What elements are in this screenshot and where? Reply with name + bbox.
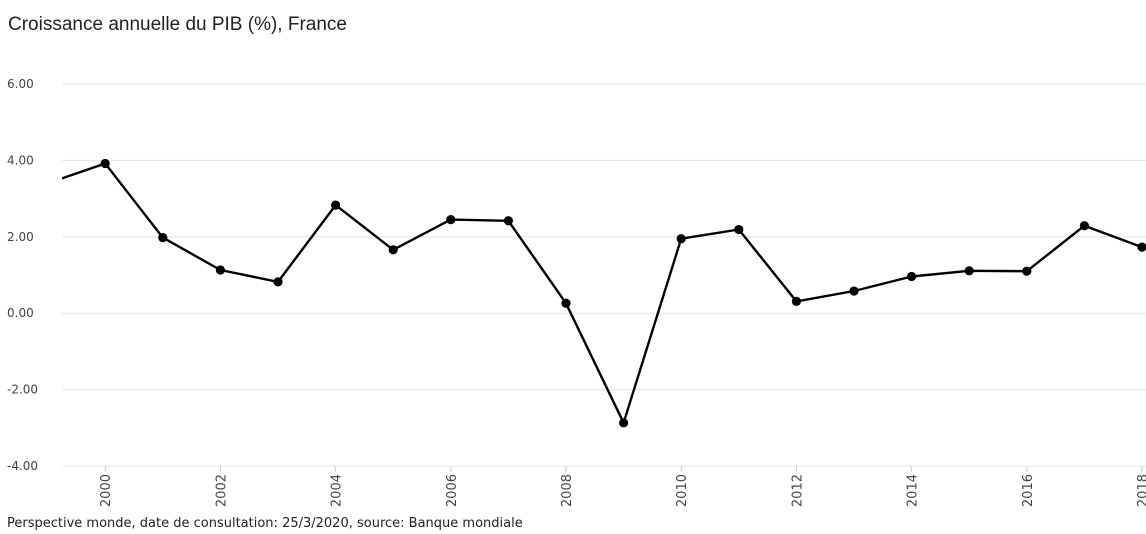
- y-tick-label: 6.00: [7, 77, 34, 91]
- x-tick-label: 2016: [1021, 474, 1036, 507]
- x-tick-label: 2004: [330, 474, 345, 507]
- x-axis-tick-labels: 2000 2002 2004 2006 2008 2010 2012 2014 2016 2018: [99, 466, 1146, 507]
- data-point-2011[interactable]: [734, 224, 744, 235]
- gridlines: [62, 83, 1146, 467]
- data-point-2006[interactable]: [446, 215, 456, 225]
- series-layer: [62, 158, 1146, 428]
- data-point-2002[interactable]: [215, 265, 225, 275]
- data-point-2008[interactable]: [561, 298, 571, 308]
- data-point-2015[interactable]: [964, 266, 974, 276]
- x-tick-label: 2000: [99, 474, 114, 507]
- data-point-2007[interactable]: [503, 216, 513, 226]
- chart-title: Croissance annuelle du PIB (%), France: [8, 14, 347, 35]
- x-tick-label: 2010: [675, 474, 690, 507]
- data-point-2001[interactable]: [158, 232, 168, 243]
- data-point-2010[interactable]: [676, 234, 686, 244]
- data-point-2014[interactable]: [907, 271, 917, 282]
- data-point-2017[interactable]: [1079, 221, 1089, 231]
- x-tick-label: 2014: [906, 474, 921, 507]
- data-point-2016[interactable]: [1022, 266, 1032, 276]
- y-tick-label: 4.00: [7, 153, 34, 167]
- data-point-2013[interactable]: [849, 286, 859, 296]
- series-line: [62, 162, 1143, 424]
- y-tick-label: 2.00: [7, 230, 34, 244]
- x-tick-label: 2018: [1136, 474, 1146, 507]
- y-tick-label: 0.00: [7, 306, 34, 320]
- data-point-2003[interactable]: [273, 277, 283, 287]
- y-tick-label: -2.00: [7, 383, 38, 397]
- data-point-2004[interactable]: [331, 200, 341, 210]
- y-tick-label: -4.00: [7, 459, 38, 473]
- y-axis-tick-labels: -4.00 -2.00 0.00 2.00 4.00 6.00: [7, 77, 38, 473]
- data-point-2018[interactable]: [1137, 242, 1146, 252]
- data-point-2005[interactable]: [388, 245, 398, 255]
- source-note: Perspective monde, date de consultation:…: [7, 516, 523, 531]
- x-tick-label: 2012: [790, 474, 805, 507]
- x-tick-label: 2008: [560, 474, 575, 507]
- data-point-2009[interactable]: [619, 418, 629, 428]
- x-tick-label: 2006: [445, 474, 460, 507]
- data-point-2012[interactable]: [791, 296, 802, 306]
- x-tick-label: 2002: [214, 474, 229, 507]
- data-point-2000[interactable]: [100, 158, 110, 169]
